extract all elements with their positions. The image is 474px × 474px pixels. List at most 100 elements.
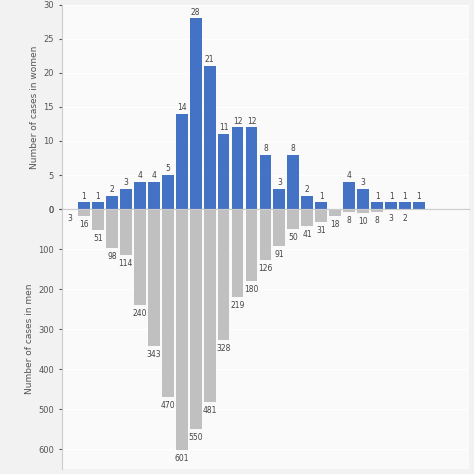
Bar bbox=[106, 195, 118, 209]
Bar bbox=[399, 209, 411, 210]
Bar bbox=[204, 66, 216, 209]
Text: 8: 8 bbox=[291, 144, 296, 153]
Bar bbox=[64, 209, 76, 210]
Bar bbox=[273, 209, 285, 246]
Text: 31: 31 bbox=[317, 226, 326, 235]
Text: 481: 481 bbox=[202, 406, 217, 415]
Bar bbox=[315, 202, 327, 209]
Text: 1: 1 bbox=[375, 191, 380, 201]
Bar bbox=[246, 209, 257, 281]
Bar bbox=[120, 209, 132, 255]
Text: 8: 8 bbox=[375, 216, 380, 225]
Text: 4: 4 bbox=[137, 171, 142, 180]
Bar bbox=[301, 195, 313, 209]
Text: 2: 2 bbox=[403, 214, 408, 223]
Y-axis label: Number of cases in women: Number of cases in women bbox=[30, 45, 39, 169]
Text: 343: 343 bbox=[146, 350, 161, 359]
Bar bbox=[259, 155, 272, 209]
Bar bbox=[120, 189, 132, 209]
Bar bbox=[218, 209, 229, 340]
Text: 2: 2 bbox=[305, 185, 310, 194]
Bar bbox=[162, 209, 173, 397]
Bar bbox=[78, 209, 90, 216]
Bar bbox=[148, 209, 160, 346]
Bar bbox=[246, 128, 257, 209]
Text: 12: 12 bbox=[233, 117, 242, 126]
Bar bbox=[259, 209, 272, 260]
Bar bbox=[232, 209, 244, 297]
Text: 98: 98 bbox=[107, 252, 117, 261]
Text: 550: 550 bbox=[188, 433, 203, 442]
Bar bbox=[385, 209, 397, 210]
Text: 1: 1 bbox=[389, 191, 393, 201]
Bar bbox=[399, 202, 411, 209]
Text: 8: 8 bbox=[263, 144, 268, 153]
Bar bbox=[106, 209, 118, 248]
Bar bbox=[134, 209, 146, 305]
Text: 5: 5 bbox=[165, 164, 170, 173]
Text: 1: 1 bbox=[82, 191, 86, 201]
Bar bbox=[287, 155, 299, 209]
Bar bbox=[385, 202, 397, 209]
Bar bbox=[78, 202, 90, 209]
Bar bbox=[148, 182, 160, 209]
Bar bbox=[343, 209, 355, 212]
Text: 10: 10 bbox=[358, 217, 368, 226]
Text: 3: 3 bbox=[277, 178, 282, 187]
Bar bbox=[413, 202, 425, 209]
Bar bbox=[92, 202, 104, 209]
Bar bbox=[357, 189, 369, 209]
Bar bbox=[162, 175, 173, 209]
Text: 180: 180 bbox=[244, 285, 259, 294]
Bar bbox=[371, 209, 383, 212]
Text: 21: 21 bbox=[205, 55, 214, 64]
Bar bbox=[232, 128, 244, 209]
Text: 4: 4 bbox=[347, 171, 352, 180]
Bar bbox=[134, 182, 146, 209]
Text: 91: 91 bbox=[274, 249, 284, 258]
Text: 1: 1 bbox=[403, 191, 408, 201]
Bar bbox=[287, 209, 299, 229]
Text: 2: 2 bbox=[109, 185, 114, 194]
Bar bbox=[92, 209, 104, 229]
Text: 114: 114 bbox=[118, 259, 133, 268]
Text: 3: 3 bbox=[389, 214, 393, 223]
Text: 50: 50 bbox=[289, 233, 298, 242]
Text: 1: 1 bbox=[96, 191, 100, 201]
Text: 3: 3 bbox=[123, 178, 128, 187]
Text: 126: 126 bbox=[258, 264, 273, 273]
Bar bbox=[357, 209, 369, 213]
Text: 16: 16 bbox=[79, 219, 89, 228]
Text: 3: 3 bbox=[68, 214, 73, 223]
Y-axis label: Number of cases in men: Number of cases in men bbox=[25, 284, 34, 394]
Text: 470: 470 bbox=[160, 401, 175, 410]
Text: 18: 18 bbox=[330, 220, 340, 229]
Text: 328: 328 bbox=[216, 345, 231, 354]
Bar bbox=[190, 209, 201, 429]
Text: 51: 51 bbox=[93, 234, 103, 243]
Text: 219: 219 bbox=[230, 301, 245, 310]
Bar bbox=[343, 182, 355, 209]
Bar bbox=[218, 134, 229, 209]
Text: 4: 4 bbox=[151, 171, 156, 180]
Text: 11: 11 bbox=[219, 124, 228, 133]
Text: 3: 3 bbox=[361, 178, 365, 187]
Bar bbox=[301, 209, 313, 226]
Bar bbox=[371, 202, 383, 209]
Text: 601: 601 bbox=[174, 454, 189, 463]
Text: 41: 41 bbox=[302, 229, 312, 238]
Bar bbox=[204, 209, 216, 401]
Bar bbox=[176, 209, 188, 450]
Bar bbox=[329, 209, 341, 216]
Text: 14: 14 bbox=[177, 103, 186, 112]
Text: 28: 28 bbox=[191, 8, 201, 17]
Text: 1: 1 bbox=[417, 191, 421, 201]
Bar bbox=[190, 18, 201, 209]
Text: 8: 8 bbox=[347, 216, 352, 225]
Text: 12: 12 bbox=[247, 117, 256, 126]
Text: 1: 1 bbox=[319, 191, 324, 201]
Bar bbox=[315, 209, 327, 221]
Bar bbox=[273, 189, 285, 209]
Text: 240: 240 bbox=[133, 309, 147, 318]
Bar bbox=[176, 114, 188, 209]
